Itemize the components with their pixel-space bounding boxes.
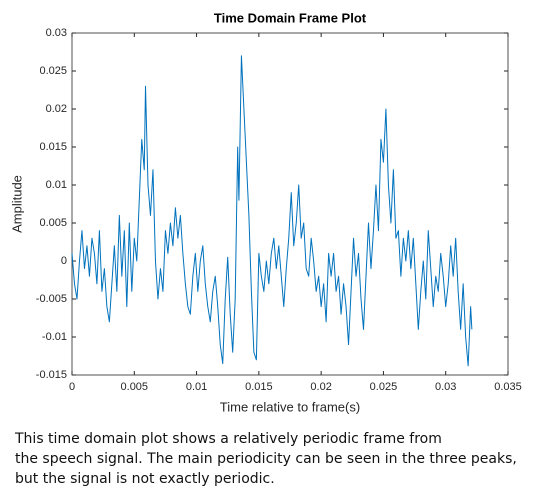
x-axis-label: Time relative to frame(s) — [220, 399, 360, 414]
y-tick-label: 0 — [61, 255, 67, 267]
y-tick-label: 0.03 — [46, 27, 67, 39]
y-tick-label: 0.01 — [46, 179, 67, 191]
signal-line — [71, 55, 473, 367]
x-tick-label: 0.02 — [310, 381, 331, 393]
chart-title: Time Domain Frame Plot — [214, 10, 367, 25]
caption-line: but the signal is not exactly periodic. — [15, 471, 275, 487]
caption-line: This time domain plot shows a relatively… — [15, 431, 442, 447]
y-tick-label: 0.025 — [39, 65, 67, 77]
y-tick-label: -0.01 — [42, 331, 67, 343]
x-tick-label: 0.01 — [186, 381, 207, 393]
x-tick-label: 0.035 — [494, 381, 522, 393]
y-tick-label: -0.005 — [36, 293, 67, 305]
caption-line: the speech signal. The main periodicity … — [15, 451, 517, 467]
y-tick-label: -0.015 — [36, 369, 67, 381]
y-axis-label: Amplitude — [9, 175, 24, 233]
plot-area — [71, 32, 509, 376]
y-tick-label: 0.005 — [39, 217, 67, 229]
chart: Time Domain Frame Plot Time relative to … — [9, 10, 522, 414]
x-tick-label: 0.03 — [435, 381, 456, 393]
x-tick-label: 0.015 — [245, 381, 273, 393]
x-tick-label: 0.025 — [370, 381, 398, 393]
y-tick-label: 0.02 — [46, 103, 67, 115]
y-tick-label: 0.015 — [39, 141, 67, 153]
x-tick-label: 0 — [69, 381, 75, 393]
x-tick-label: 0.005 — [121, 381, 149, 393]
